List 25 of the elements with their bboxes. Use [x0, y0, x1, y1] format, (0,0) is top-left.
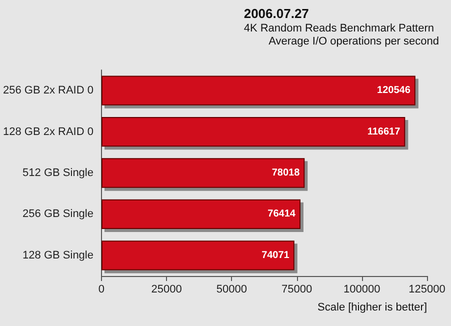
data-label: 74071 — [262, 250, 290, 261]
chart-title: 2006.07.27 — [244, 6, 309, 21]
y-tick-label: 512 GB Single — [22, 167, 94, 179]
bar — [101, 199, 300, 230]
bar — [101, 240, 294, 270]
y-tick-label: 256 GB 2x RAID 0 — [2, 84, 94, 97]
x-tick-label: 25000 — [151, 284, 182, 296]
y-tick-label: 256 GB Single — [22, 208, 94, 220]
chart-subtitle: 4K Random Reads Benchmark Pattern — [244, 22, 434, 34]
data-label: 76414 — [268, 208, 296, 220]
x-axis-title: Scale [higher is better] — [318, 302, 427, 314]
data-label: 116617 — [367, 126, 401, 138]
bar — [101, 158, 305, 188]
data-label: 120546 — [377, 85, 411, 96]
x-tick-label: 0 — [98, 284, 105, 296]
x-tick-label: 125000 — [408, 284, 446, 296]
data-label: 78018 — [272, 168, 300, 178]
bar — [101, 76, 416, 106]
text: Average I/O operations per second — [268, 36, 440, 48]
y-tick-label: 128 GB 2x RAID 0 — [2, 126, 94, 138]
bar — [101, 116, 406, 147]
y-tick-label: 128 GB Single — [22, 249, 94, 262]
x-tick-label: 50000 — [216, 284, 247, 296]
x-tick-label: 100000 — [344, 284, 380, 296]
x-tick-label: 75000 — [282, 284, 312, 296]
